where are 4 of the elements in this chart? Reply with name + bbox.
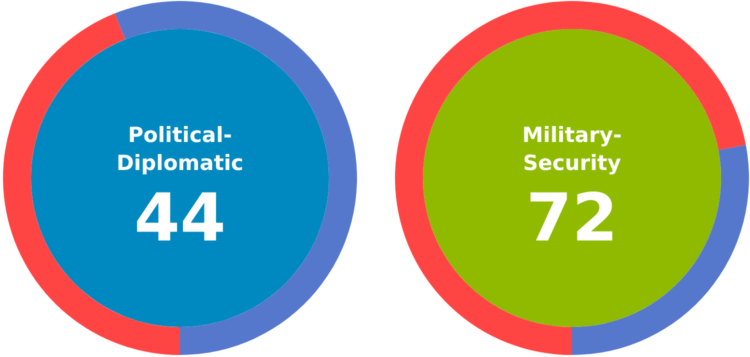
text: 44: [134, 180, 226, 256]
text: 72: [526, 180, 618, 256]
text: Political- Diplomatic: [116, 123, 244, 175]
text: Military- Security: [522, 123, 622, 175]
